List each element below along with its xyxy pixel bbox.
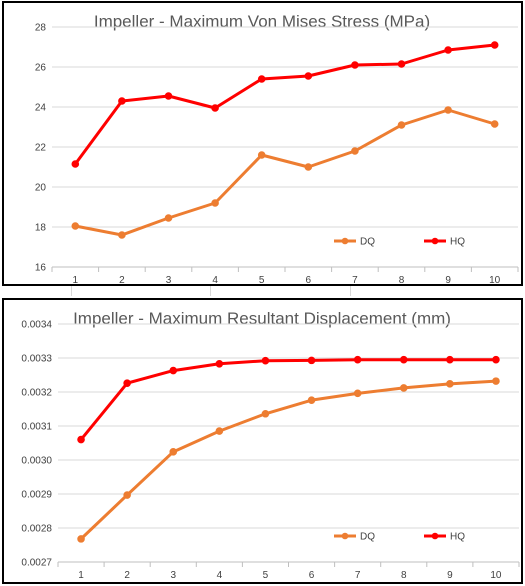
y-tick-label: 18 (35, 223, 47, 234)
x-tick-label: 2 (124, 570, 130, 581)
x-tick-label: 6 (309, 570, 315, 581)
data-point-hq (257, 75, 266, 83)
x-tick-label: 8 (399, 275, 405, 284)
gap-tick (71, 286, 72, 296)
data-point-dq (261, 409, 270, 418)
data-point-hq (399, 355, 408, 364)
data-point-hq (492, 355, 500, 364)
chart-title: Impeller - Maximum Von Mises Stress (MPa… (94, 12, 430, 31)
series-line-hq (79, 358, 496, 441)
y-tick-label: 0.0032 (21, 388, 52, 399)
data-point-dq (304, 163, 313, 171)
data-point-dq (444, 106, 452, 114)
x-tick-label: 9 (447, 570, 453, 581)
data-point-dq (123, 491, 131, 499)
x-tick-label: 10 (490, 570, 502, 581)
data-point-hq (304, 72, 313, 80)
legend-marker (431, 532, 439, 540)
data-point-dq (307, 396, 316, 404)
data-point-dq (257, 151, 266, 159)
gap-tick (210, 286, 211, 296)
data-point-dq (353, 389, 362, 398)
data-point-dq (492, 377, 500, 385)
y-tick-label: 0.0028 (21, 524, 52, 535)
x-tick-label: 5 (263, 570, 269, 581)
data-point-hq (118, 97, 126, 105)
data-point-hq (444, 46, 452, 54)
data-point-hq (71, 160, 80, 168)
displacement-chart: Impeller - Maximum Resultant Displacemen… (21, 309, 520, 581)
data-point-hq (211, 104, 219, 112)
x-tick-label: 2 (119, 275, 125, 284)
y-tick-label: 0.0027 (21, 558, 52, 569)
y-tick-label: 28 (35, 23, 47, 34)
data-point-dq (164, 214, 173, 222)
x-tick-label: 5 (259, 275, 265, 284)
y-tick-label: 0.0029 (21, 490, 52, 501)
data-point-hq (307, 356, 316, 365)
y-tick-label: 22 (35, 143, 47, 154)
data-point-hq (123, 379, 131, 387)
data-point-hq (353, 355, 362, 364)
data-point-hq (169, 366, 178, 375)
gap-tick (350, 286, 351, 296)
data-point-dq (118, 231, 126, 239)
data-point-dq (351, 147, 359, 155)
x-tick-label: 7 (355, 570, 361, 581)
data-point-dq (490, 120, 499, 128)
chart-title: Impeller - Maximum Resultant Displacemen… (73, 309, 451, 328)
x-tick-label: 4 (217, 570, 223, 581)
data-point-hq (215, 359, 224, 368)
y-tick-label: 16 (35, 263, 47, 274)
data-point-dq (71, 222, 80, 230)
data-point-hq (164, 92, 173, 100)
x-tick-label: 8 (401, 570, 407, 581)
legend-label: DQ (360, 532, 375, 543)
data-point-dq (215, 427, 224, 435)
panel-gap (0, 286, 525, 298)
data-point-dq (399, 384, 408, 392)
data-point-hq (446, 355, 454, 364)
legend-label: HQ (450, 237, 465, 248)
y-tick-label: 26 (35, 63, 47, 74)
data-point-hq (77, 435, 85, 444)
data-point-dq (169, 448, 178, 456)
data-point-dq (77, 535, 85, 543)
data-point-dq (211, 199, 219, 207)
series-line-dq (80, 379, 497, 540)
y-tick-label: 0.0031 (21, 422, 52, 433)
stress-chart-panel: Impeller - Maximum Von Mises Stress (MPa… (2, 1, 523, 286)
x-tick-label: 6 (306, 275, 312, 284)
x-tick-label: 1 (78, 570, 84, 581)
displacement-chart-panel: Impeller - Maximum Resultant Displacemen… (2, 298, 523, 584)
data-point-hq (490, 41, 499, 49)
legend-marker (341, 532, 349, 540)
data-point-dq (397, 121, 406, 129)
legend-label: HQ (450, 532, 465, 543)
y-tick-label: 0.0034 (21, 320, 52, 331)
x-tick-label: 4 (212, 275, 218, 284)
data-point-hq (397, 60, 406, 68)
data-point-dq (446, 380, 454, 388)
y-tick-label: 20 (35, 183, 47, 194)
legend-marker (431, 237, 439, 245)
y-tick-label: 0.0033 (21, 354, 52, 365)
x-tick-label: 3 (166, 275, 172, 284)
series-line-dq (75, 108, 496, 237)
series-line-hq (74, 43, 495, 165)
x-tick-label: 9 (445, 275, 451, 284)
x-tick-label: 3 (170, 570, 176, 581)
data-point-hq (351, 61, 359, 69)
x-tick-label: 1 (73, 275, 79, 284)
legend-marker (341, 237, 349, 245)
legend-label: DQ (360, 237, 375, 248)
y-tick-label: 0.0030 (21, 456, 52, 467)
x-tick-label: 10 (489, 275, 501, 284)
data-point-hq (261, 356, 270, 365)
x-tick-label: 7 (352, 275, 358, 284)
y-tick-label: 24 (35, 103, 47, 114)
stress-chart: Impeller - Maximum Von Mises Stress (MPa… (35, 12, 519, 284)
